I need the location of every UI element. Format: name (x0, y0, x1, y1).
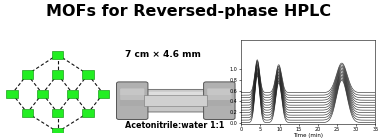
Bar (52, 128, 63, 136)
Text: Acetonitrile:water 1:1: Acetonitrile:water 1:1 (125, 121, 224, 130)
Bar (82, 109, 94, 117)
Bar (52, 51, 63, 59)
Bar (98, 90, 109, 98)
Bar (22, 109, 33, 117)
FancyBboxPatch shape (141, 89, 211, 112)
Text: 7 cm × 4.6 mm: 7 cm × 4.6 mm (125, 50, 201, 59)
Bar (52, 109, 63, 117)
X-axis label: Time (min): Time (min) (293, 133, 323, 138)
FancyBboxPatch shape (120, 88, 144, 100)
Text: MOFs for Reversed-phase HPLC: MOFs for Reversed-phase HPLC (46, 4, 332, 19)
FancyBboxPatch shape (116, 82, 148, 120)
FancyBboxPatch shape (141, 92, 210, 99)
Bar (22, 70, 33, 79)
Bar (37, 90, 48, 98)
Bar (82, 70, 94, 79)
Bar (52, 70, 63, 79)
FancyBboxPatch shape (207, 88, 231, 100)
FancyBboxPatch shape (204, 82, 235, 120)
Bar (6, 90, 18, 98)
Bar (144, 95, 207, 106)
Bar (67, 90, 78, 98)
